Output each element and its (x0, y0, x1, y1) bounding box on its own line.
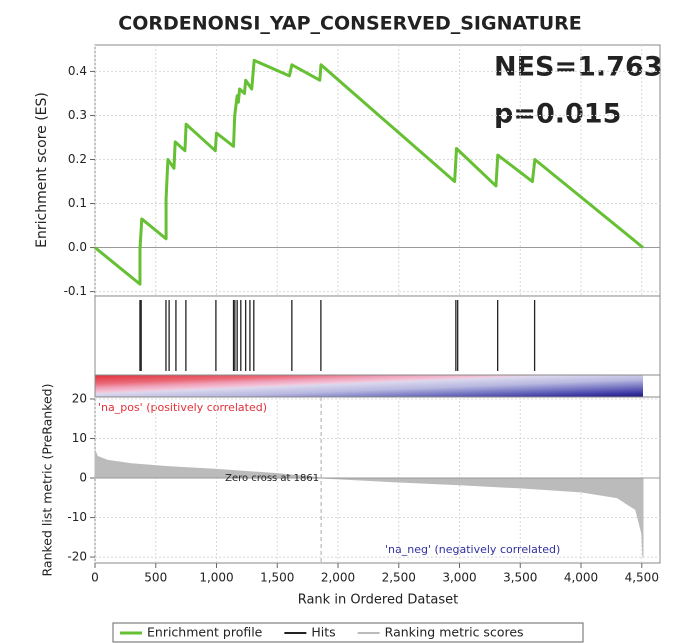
chart-title: CORDENONSI_YAP_CONSERVED_SIGNATURE (118, 13, 581, 35)
y-tick-label: -20 (67, 550, 87, 564)
p-annotation: p=0.015 (494, 99, 621, 130)
x-tick-label: 2,500 (382, 571, 416, 585)
x-tick-label: 4,500 (625, 571, 659, 585)
y-tick-label: 0 (79, 471, 87, 485)
y-tick-label: 0.4 (68, 64, 87, 78)
legend-label: Hits (311, 625, 335, 640)
x-tick-label: 1,500 (260, 571, 294, 585)
y-tick-label: -0.1 (64, 284, 87, 298)
neg-label: 'na_neg' (negatively correlated) (385, 543, 560, 556)
y-tick-label: 10 (72, 431, 87, 445)
zero-cross-label: Zero cross at 1861 (225, 473, 319, 484)
y-tick-label: 0.1 (68, 196, 87, 210)
x-tick-label: 2,000 (321, 571, 355, 585)
x-tick-label: 3,000 (442, 571, 476, 585)
x-tick-label: 500 (144, 571, 167, 585)
metric-area (94, 450, 644, 558)
x-tick-label: 1,000 (199, 571, 233, 585)
pos-label: 'na_pos' (positively correlated) (98, 401, 267, 414)
y-tick-label: 0.3 (68, 108, 87, 122)
rank-color-bar (95, 375, 643, 397)
x-axis-label: Rank in Ordered Dataset (298, 593, 459, 608)
x-tick-label: 0 (91, 571, 99, 585)
plot-frame (94, 44, 661, 564)
legend-label: Enrichment profile (147, 625, 263, 640)
y-axis-label: Enrichment score (ES) (34, 92, 50, 248)
legend (112, 622, 584, 643)
legend-label: Ranking metric scores (385, 625, 524, 640)
y-tick-label: 0.2 (68, 152, 87, 166)
x-tick-label: 4,000 (564, 571, 598, 585)
y-axis-label: Ranked list metric (PreRanked) (40, 384, 55, 577)
nes-annotation: NES=1.763 (494, 52, 663, 83)
y-tick-label: 20 (72, 391, 87, 405)
y-tick-label: 0.0 (68, 240, 87, 254)
y-tick-label: -10 (67, 510, 87, 524)
enrichment-line (94, 58, 644, 286)
x-tick-label: 3,500 (503, 571, 537, 585)
